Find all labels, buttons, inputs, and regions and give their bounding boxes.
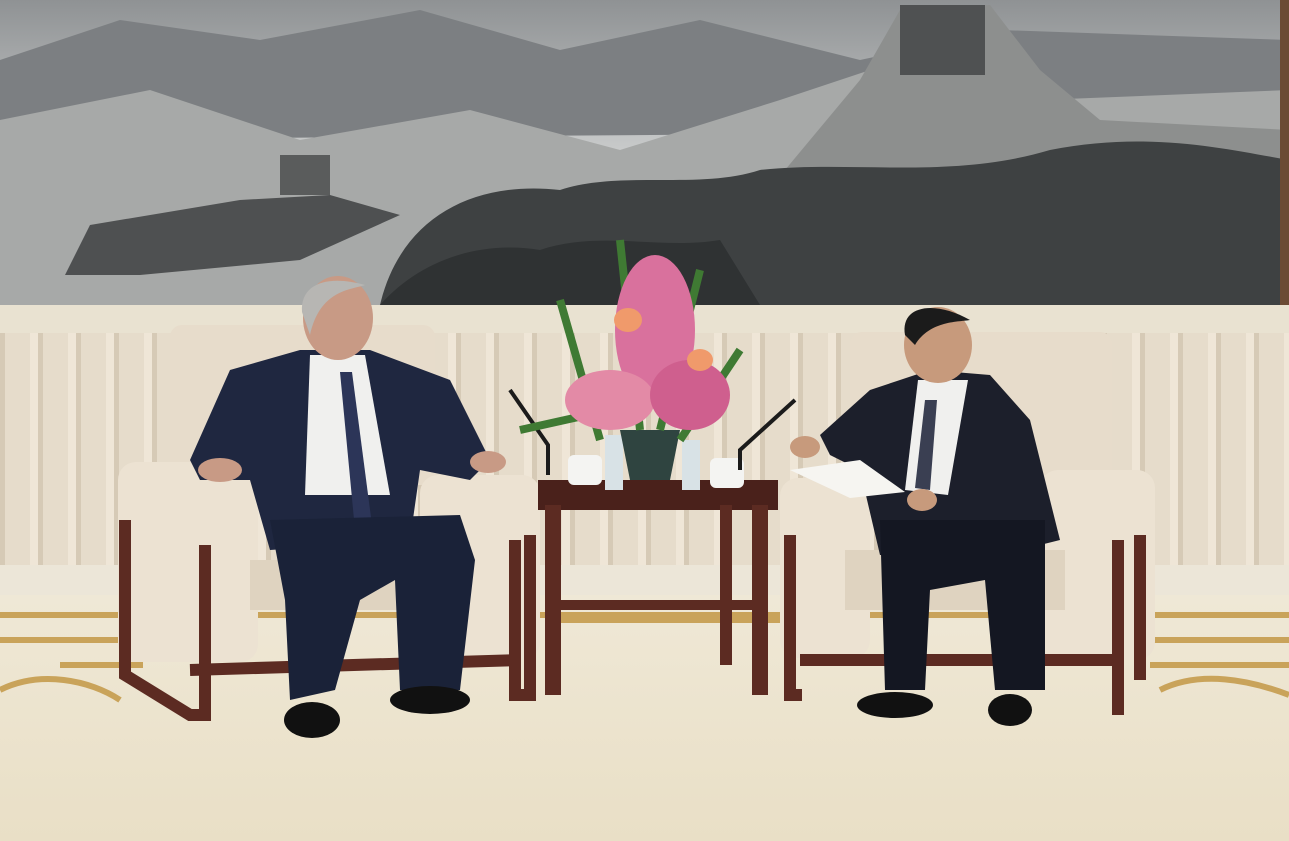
trousers <box>880 520 1045 690</box>
table-leg <box>720 505 732 665</box>
table-leg <box>545 505 561 695</box>
vase <box>620 430 680 480</box>
chair-arm-right <box>1040 470 1155 660</box>
teacup <box>710 458 744 488</box>
pavilion <box>280 155 330 195</box>
hand <box>198 458 242 482</box>
hair <box>301 280 365 335</box>
lily <box>614 308 642 332</box>
hand <box>470 451 506 473</box>
hand <box>907 489 937 511</box>
painting-edge <box>1280 0 1289 305</box>
carpet-scroll <box>0 675 1289 703</box>
fortress <box>65 195 400 275</box>
tie <box>915 400 937 490</box>
hand <box>790 436 820 458</box>
table-leg <box>752 505 768 695</box>
chair-frame <box>119 520 536 721</box>
chair-arm-left <box>780 478 870 658</box>
microphone <box>508 388 797 475</box>
chair-frame <box>784 535 1146 715</box>
shoe <box>988 694 1032 726</box>
orchids <box>650 360 730 430</box>
orchids <box>565 370 655 430</box>
tie <box>340 372 372 530</box>
shoe <box>284 702 340 738</box>
shoe <box>857 692 933 718</box>
water-bottle <box>605 435 623 490</box>
table-shelf <box>560 600 755 610</box>
water-bottle <box>682 440 700 490</box>
teacup <box>568 455 602 485</box>
hair <box>904 308 970 345</box>
trousers <box>270 515 475 700</box>
lily <box>687 349 713 371</box>
shoe <box>390 686 470 714</box>
chair-arm-left <box>118 462 258 662</box>
watchtower <box>900 5 985 75</box>
papers <box>790 460 905 498</box>
